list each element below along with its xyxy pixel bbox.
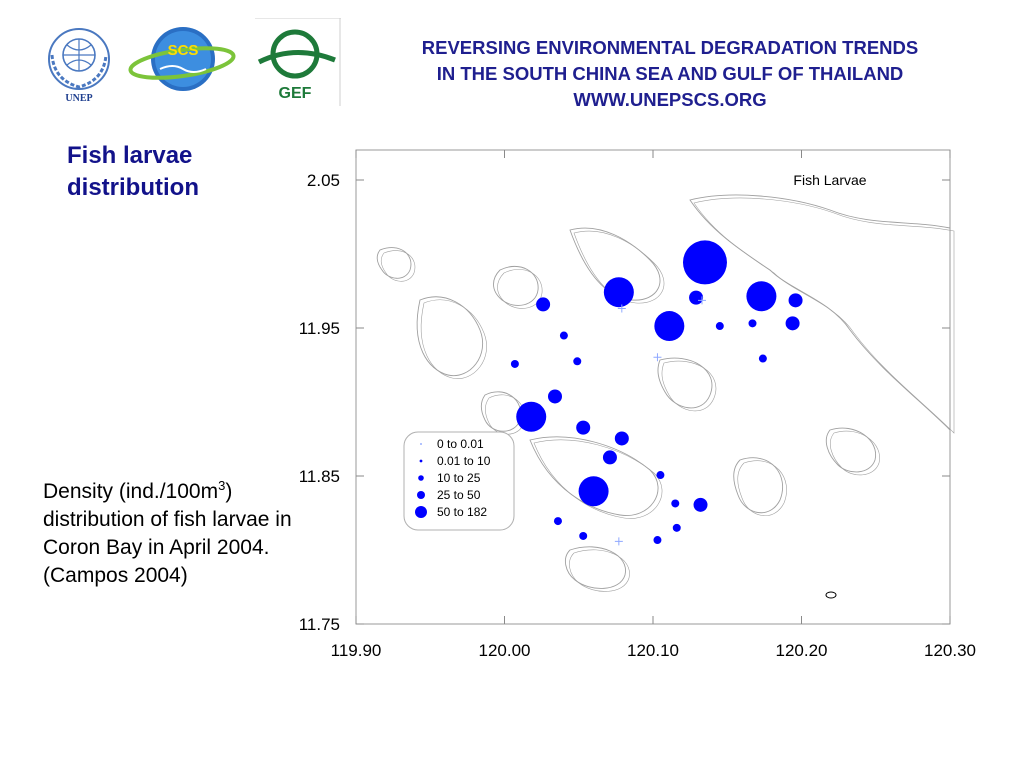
x-axis-ticks: 119.90 120.00 120.10 120.20 120.30 bbox=[331, 150, 976, 660]
slide-title: Fish larvae distribution bbox=[67, 140, 267, 204]
caption-part-1: Density (ind./100m bbox=[43, 480, 219, 503]
data-point bbox=[578, 476, 609, 507]
legend-box bbox=[403, 431, 515, 531]
legend-label: 25 to 50 bbox=[437, 488, 481, 502]
data-point bbox=[510, 359, 519, 368]
data-point bbox=[573, 357, 582, 366]
scs-label: SCS bbox=[168, 42, 199, 59]
data-point bbox=[653, 536, 662, 545]
data-point bbox=[603, 277, 634, 308]
data-point bbox=[576, 420, 591, 435]
coastline-outline-1 bbox=[689, 194, 951, 432]
y-tick-label: 11.75 bbox=[299, 615, 340, 634]
unep-label: UNEP bbox=[65, 93, 92, 104]
legend-label: 0 to 0.01 bbox=[437, 437, 484, 451]
data-point bbox=[788, 293, 803, 308]
depth-contour-7 bbox=[661, 360, 717, 412]
data-point-marker bbox=[617, 304, 626, 313]
data-point bbox=[536, 297, 551, 312]
gef-logo: GEF bbox=[255, 18, 341, 106]
data-point bbox=[671, 499, 680, 508]
data-point bbox=[602, 450, 617, 465]
data-point bbox=[516, 401, 547, 432]
coastline-layer bbox=[376, 194, 955, 599]
data-point bbox=[689, 290, 704, 305]
scs-logo: SCS bbox=[128, 27, 236, 91]
fish-larvae-map-chart: 2.05 11.95 11.85 11.75 119.90 120.00 120.10 12… bbox=[299, 149, 976, 660]
depth-contour-0 bbox=[573, 230, 665, 304]
data-point bbox=[553, 517, 562, 526]
data-point bbox=[748, 319, 757, 328]
coastline-outline-11 bbox=[825, 427, 877, 473]
slide-title-line-2: distribution bbox=[67, 174, 199, 201]
data-point-marker bbox=[698, 296, 707, 305]
data-point bbox=[746, 281, 777, 312]
legend-swatch bbox=[415, 506, 427, 518]
gef-label: GEF bbox=[279, 85, 312, 102]
header-title: REVERSING ENVIRONMENTAL DEGRADATION TREN… bbox=[350, 35, 990, 113]
x-tick-label: 120.30 bbox=[924, 641, 976, 660]
coastline-outline-8 bbox=[564, 546, 626, 589]
depth-contour-6 bbox=[380, 250, 416, 282]
depth-contour-1 bbox=[693, 197, 955, 434]
data-point bbox=[682, 240, 727, 285]
x-tick-label: 119.90 bbox=[331, 641, 382, 660]
data-point bbox=[579, 531, 588, 540]
unep-logo: UNEP bbox=[48, 28, 110, 104]
depth-contour-2 bbox=[497, 269, 543, 309]
x-tick-label: 120.20 bbox=[776, 641, 828, 660]
x-tick-label: 120.00 bbox=[479, 641, 531, 660]
data-point bbox=[715, 322, 724, 331]
data-point bbox=[547, 389, 562, 404]
y-tick-label: 11.85 bbox=[299, 467, 340, 486]
coastline-outline-2 bbox=[493, 265, 539, 306]
coastline-outline-6 bbox=[376, 247, 412, 279]
data-point-marker bbox=[614, 537, 623, 546]
y-tick-label: 2.05 bbox=[307, 171, 340, 190]
chart-title: Fish Larvae bbox=[793, 172, 866, 188]
legend-swatch bbox=[417, 491, 425, 499]
depth-contour-5 bbox=[484, 394, 526, 435]
header-line-1: REVERSING ENVIRONMENTAL DEGRADATION TREN… bbox=[421, 37, 919, 58]
depth-contour-8 bbox=[569, 549, 630, 592]
header-line-2: IN THE SOUTH CHINA SEA AND GULF OF THAIL… bbox=[436, 63, 904, 84]
depth-contour-11 bbox=[830, 430, 880, 476]
coastline-outline-9 bbox=[733, 457, 784, 514]
small-island-mark bbox=[825, 591, 837, 599]
figure-caption: Density (ind./100m3) distribution of fis… bbox=[43, 478, 323, 590]
legend-swatch bbox=[420, 443, 422, 445]
data-point bbox=[672, 523, 681, 532]
legend-label: 0.01 to 10 bbox=[437, 454, 491, 468]
data-point bbox=[693, 497, 708, 512]
legend: 0 to 0.01 0.01 to 10 10 to 25 25 to 50 50 to… bbox=[403, 431, 515, 531]
data-points bbox=[510, 240, 803, 546]
y-tick-label: 11.95 bbox=[299, 319, 340, 338]
header-url: WWW.UNEPSCS.ORG bbox=[573, 89, 767, 110]
legend-swatch bbox=[418, 475, 424, 481]
depth-contour-9 bbox=[737, 460, 787, 517]
legend-label: 50 to 182 bbox=[437, 505, 487, 519]
data-point bbox=[758, 354, 767, 363]
coastline-outline-3 bbox=[416, 296, 484, 377]
data-point bbox=[559, 331, 568, 340]
slide-title-line-1: Fish larvae bbox=[67, 142, 193, 169]
y-axis-ticks: 2.05 11.95 11.85 11.75 bbox=[299, 171, 950, 634]
data-point-marker bbox=[653, 353, 662, 362]
depth-contour-4 bbox=[533, 439, 663, 519]
data-point bbox=[656, 471, 665, 480]
caption-part-2: ) distribution of fish larvae in Coron B… bbox=[43, 480, 292, 587]
legend-label: 10 to 25 bbox=[437, 471, 481, 485]
coastline-outline-7 bbox=[657, 357, 713, 409]
data-point bbox=[614, 431, 629, 446]
depth-contour-3 bbox=[420, 299, 487, 379]
caption-superscript: 3 bbox=[218, 478, 226, 493]
coastline-outline-5 bbox=[480, 391, 522, 432]
data-point bbox=[654, 311, 685, 342]
coastline-outline-0 bbox=[569, 227, 661, 301]
x-tick-label: 120.10 bbox=[627, 641, 679, 660]
legend-swatch bbox=[419, 459, 423, 463]
data-point bbox=[785, 316, 800, 331]
